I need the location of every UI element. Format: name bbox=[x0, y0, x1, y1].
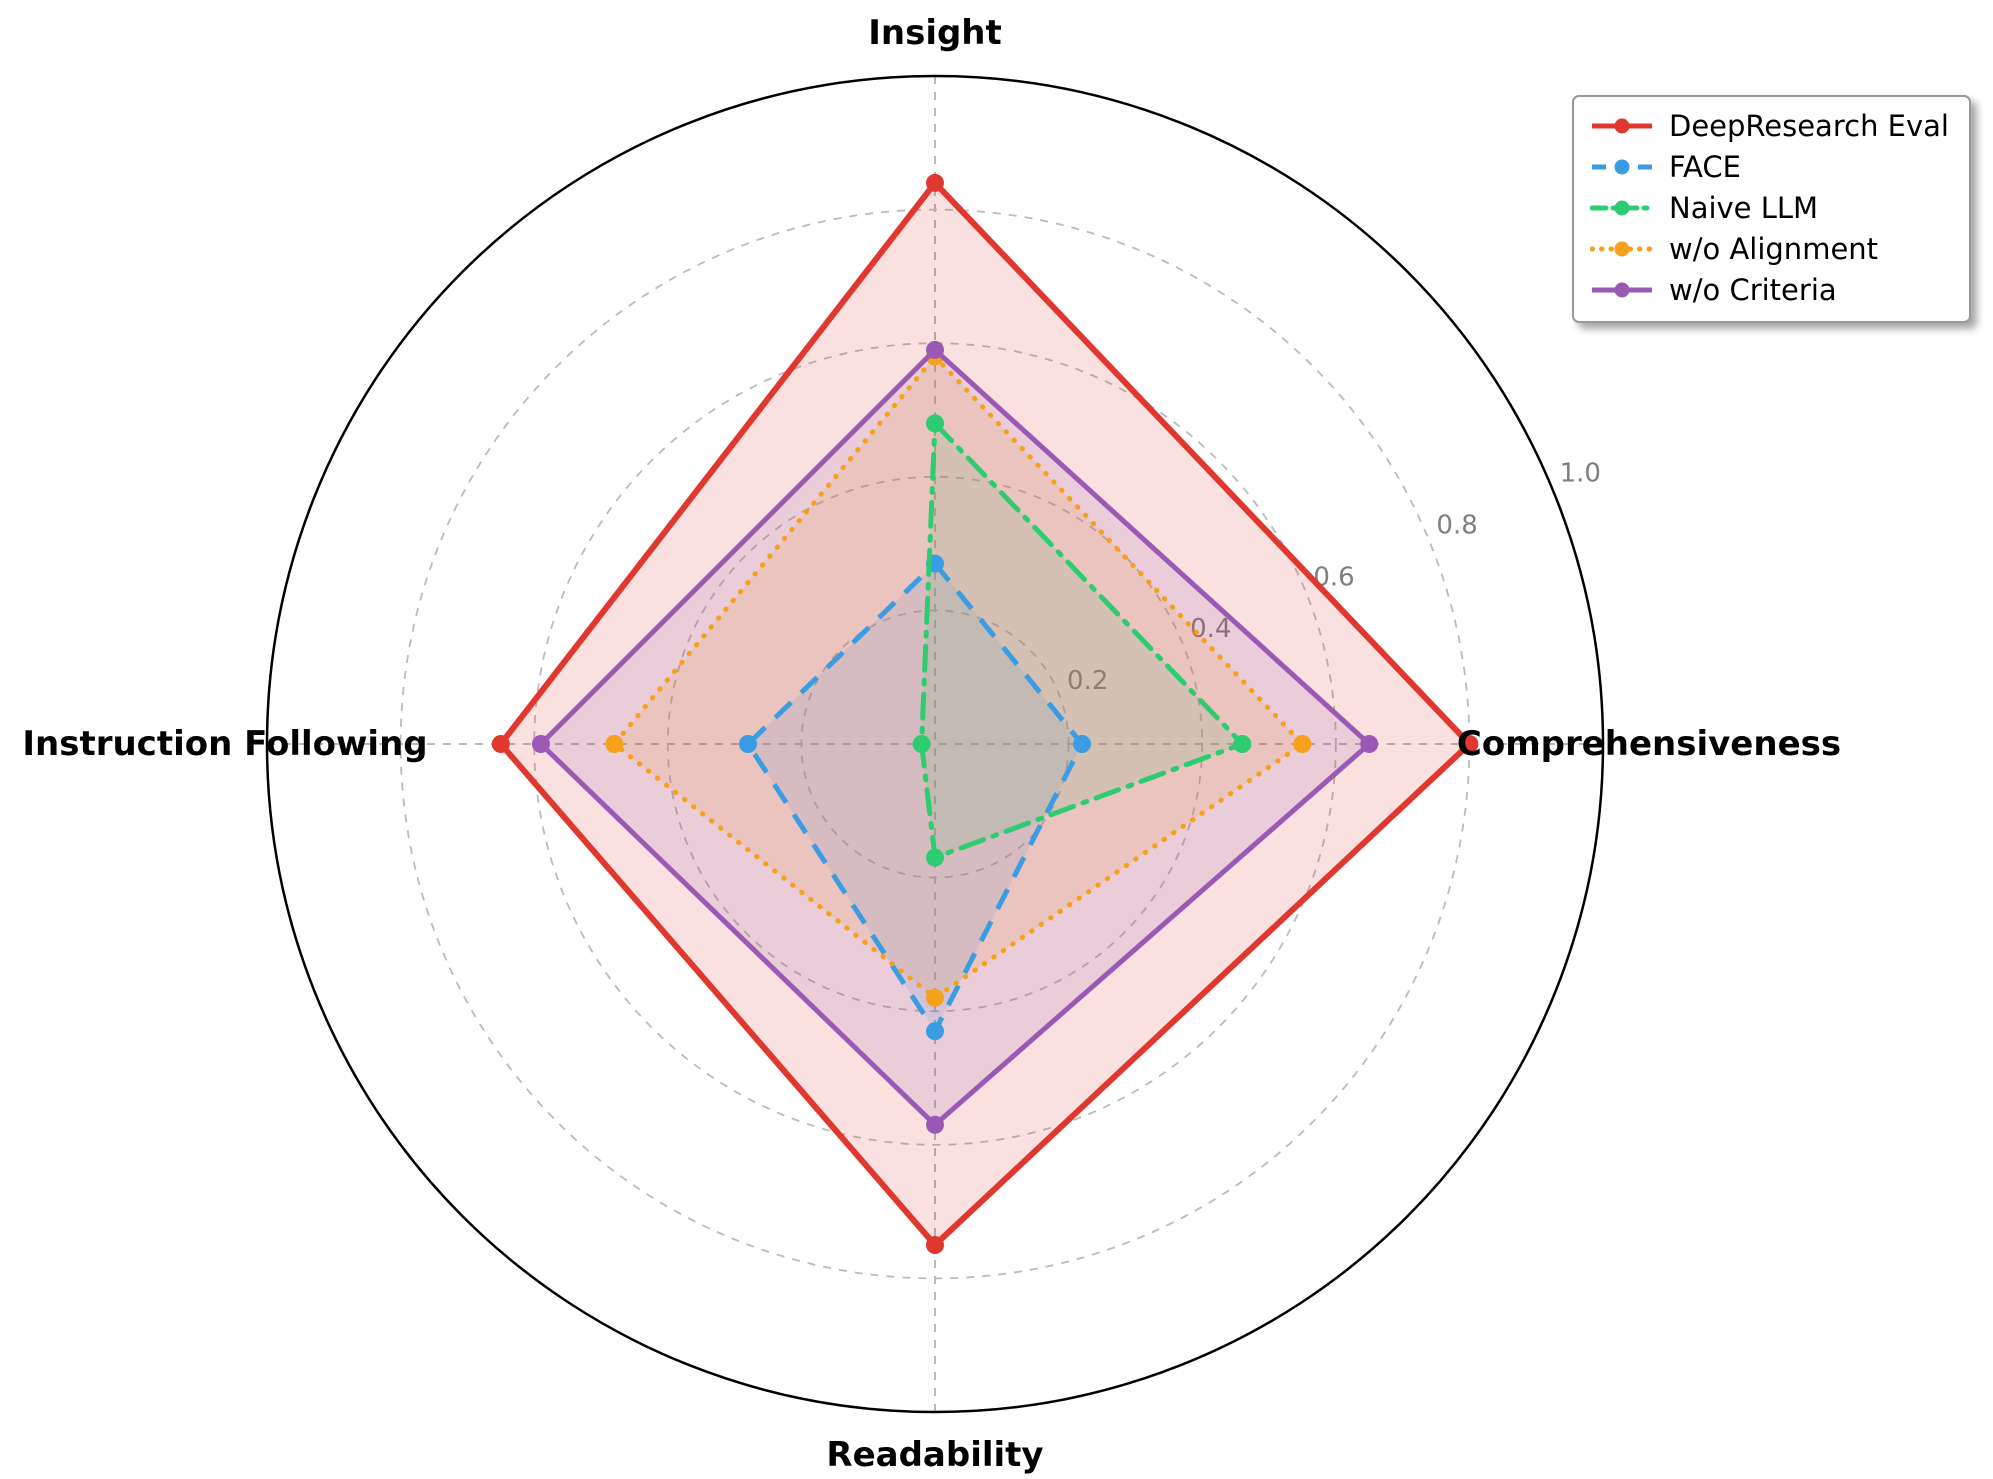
legend-line-wo-criteria-icon bbox=[1590, 276, 1654, 304]
legend: DeepResearch Eval FACE Naive LLM w/o Ali… bbox=[1572, 95, 1971, 323]
legend-line-face-icon bbox=[1590, 153, 1654, 181]
axis-label-comprehensiveness: Comprehensiveness bbox=[1456, 724, 1842, 764]
legend-item-wo-criteria: w/o Criteria bbox=[1590, 273, 1949, 307]
axis-label-instruction-following: Instruction Following bbox=[22, 724, 428, 764]
axis-label-insight: Insight bbox=[868, 13, 1002, 53]
legend-line-deepresearch-eval-icon bbox=[1590, 112, 1654, 140]
svg-text:1.0: 1.0 bbox=[1560, 459, 1601, 489]
legend-line-wo-alignment-icon bbox=[1589, 235, 1655, 263]
legend-label-wo-criteria: w/o Criteria bbox=[1669, 273, 1837, 307]
svg-text:0.4: 0.4 bbox=[1190, 614, 1231, 644]
svg-text:0.8: 0.8 bbox=[1436, 511, 1477, 541]
legend-line-naive-llm-icon bbox=[1589, 194, 1655, 222]
legend-label-deepresearch-eval: DeepResearch Eval bbox=[1669, 109, 1949, 143]
legend-item-deepresearch-eval: DeepResearch Eval bbox=[1590, 109, 1949, 143]
legend-item-face: FACE bbox=[1590, 150, 1949, 184]
legend-label-naive-llm: Naive LLM bbox=[1669, 191, 1819, 225]
svg-text:0.2: 0.2 bbox=[1067, 666, 1108, 696]
legend-label-wo-alignment: w/o Alignment bbox=[1669, 232, 1879, 266]
axis-label-readability: Readability bbox=[826, 1435, 1044, 1475]
legend-item-naive-llm: Naive LLM bbox=[1589, 191, 1949, 225]
legend-item-wo-alignment: w/o Alignment bbox=[1589, 232, 1949, 266]
legend-label-face: FACE bbox=[1669, 150, 1741, 184]
